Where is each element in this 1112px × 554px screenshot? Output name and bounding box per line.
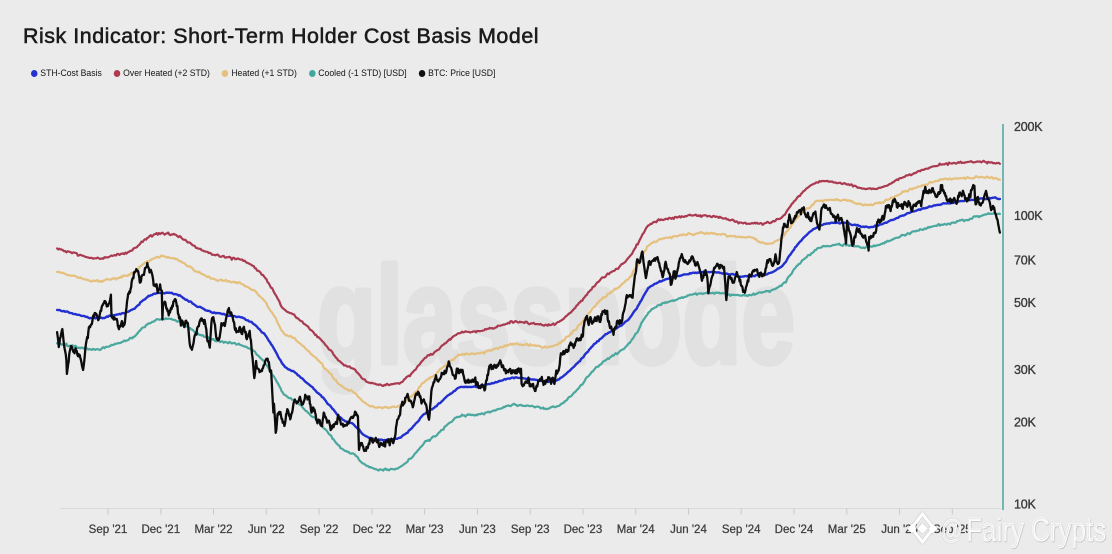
- svg-text:Dec '22: Dec '22: [353, 524, 392, 536]
- svg-text:100K: 100K: [1014, 209, 1043, 223]
- svg-text:200K: 200K: [1014, 120, 1043, 134]
- svg-text:Sep '22: Sep '22: [300, 524, 339, 536]
- svg-text:Sep '24: Sep '24: [722, 524, 761, 536]
- svg-text:Jun '22: Jun '22: [248, 524, 285, 536]
- svg-text:Dec '23: Dec '23: [564, 524, 603, 536]
- svg-text:Jun '23: Jun '23: [459, 524, 496, 536]
- svg-text:Mar '25: Mar '25: [828, 524, 866, 536]
- svg-text:Dec '24: Dec '24: [775, 524, 814, 536]
- svg-text:Mar '24: Mar '24: [617, 524, 656, 536]
- svg-text:Jun '24: Jun '24: [670, 524, 707, 536]
- svg-text:20K: 20K: [1014, 416, 1037, 430]
- svg-text:Sep '25: Sep '25: [933, 524, 972, 536]
- svg-text:Jun '25: Jun '25: [881, 524, 918, 536]
- svg-text:Mar '23: Mar '23: [406, 524, 444, 536]
- svg-text:Mar '22: Mar '22: [195, 524, 233, 536]
- svg-text:Dec '21: Dec '21: [141, 524, 180, 536]
- svg-text:Sep '23: Sep '23: [511, 524, 550, 536]
- svg-text:10K: 10K: [1014, 498, 1037, 512]
- svg-text:50K: 50K: [1014, 296, 1037, 310]
- svg-text:30K: 30K: [1014, 363, 1037, 377]
- svg-text:Sep '21: Sep '21: [89, 524, 128, 536]
- svg-text:70K: 70K: [1014, 254, 1037, 268]
